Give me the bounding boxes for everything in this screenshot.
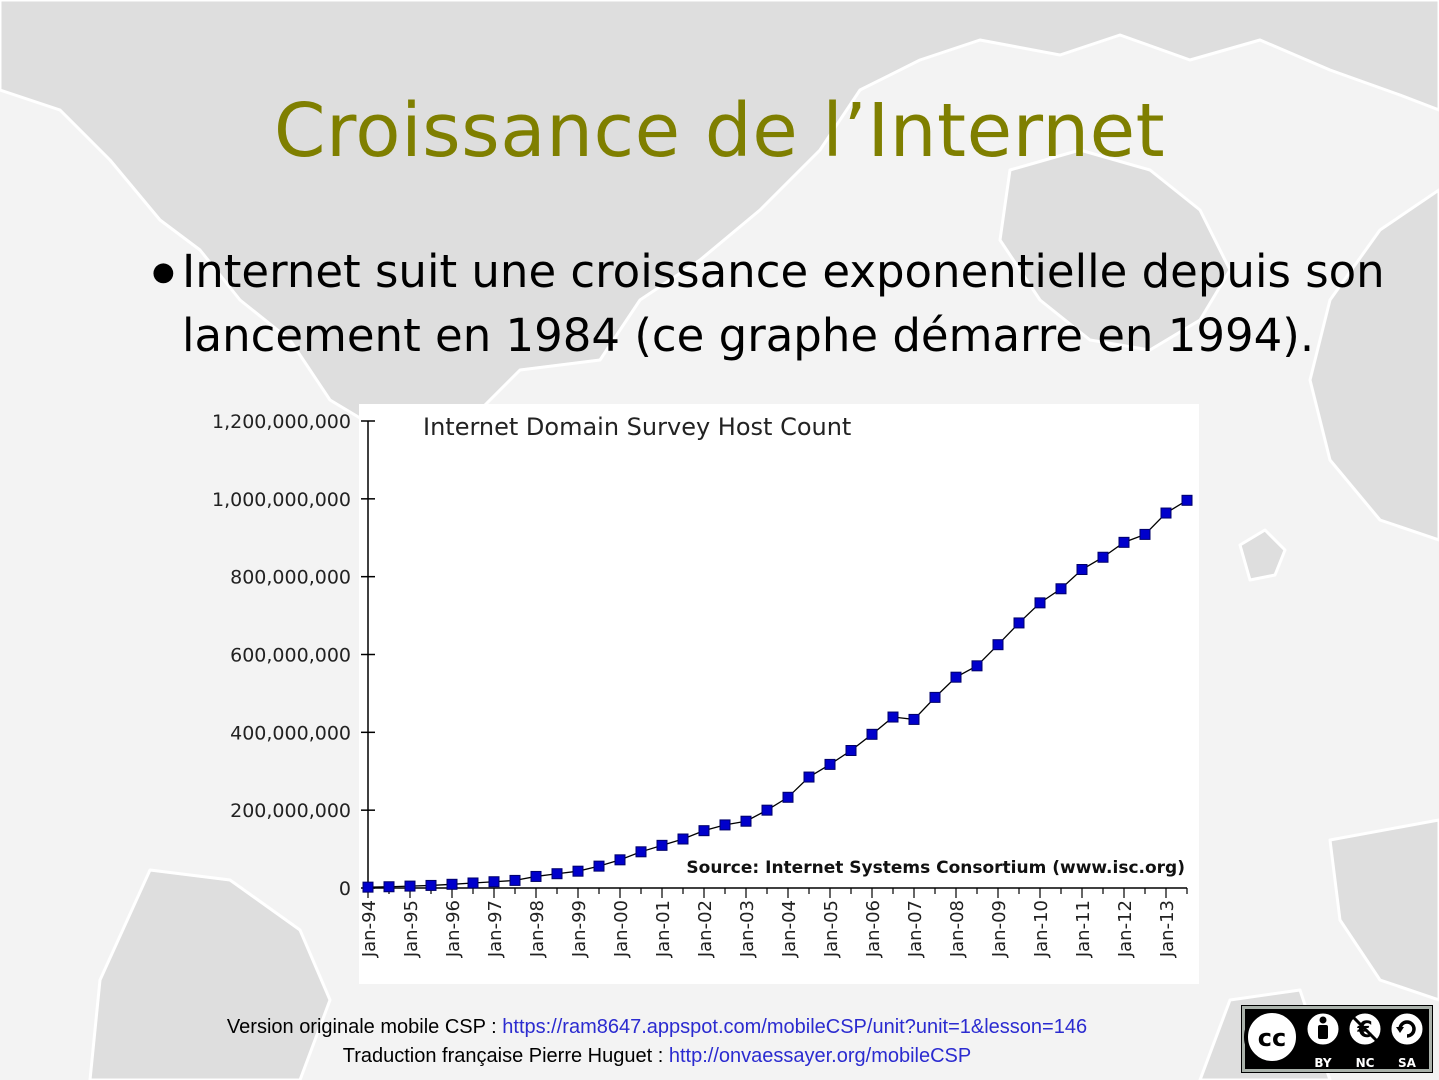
sharealike-icon (1388, 1010, 1426, 1048)
x-tick-label: Jan-98 (527, 900, 548, 958)
y-tick-label: 400,000,000 (230, 722, 351, 744)
data-point (719, 819, 731, 831)
x-tick-label: Jan-13 (1157, 900, 1178, 958)
data-point (740, 815, 752, 827)
y-tick-label: 0 (339, 878, 351, 900)
data-point (1055, 583, 1067, 595)
x-tick-label: Jan-96 (443, 900, 464, 958)
slide-title: Croissance de l’Internet (273, 88, 1166, 174)
data-point (425, 879, 437, 891)
data-point (1097, 551, 1109, 563)
x-tick-label: Jan-02 (695, 900, 716, 958)
data-point (362, 881, 374, 893)
data-point (614, 854, 626, 866)
cc-license-badge[interactable]: cc € BY NC SA (1241, 1005, 1433, 1073)
data-point (761, 804, 773, 816)
chart-title: Internet Domain Survey Host Count (423, 413, 851, 441)
license-label-by: BY (1314, 1056, 1331, 1070)
chart-source-annotation: Source: Internet Systems Consortium (www… (686, 858, 1185, 878)
data-point (1034, 597, 1046, 609)
footer-line-translation: Traduction française Pierre Huguet : htt… (0, 1042, 1314, 1071)
license-label-nc: NC (1356, 1056, 1375, 1070)
x-tick-label: Jan-94 (359, 900, 380, 958)
x-tick-label: Jan-03 (737, 900, 758, 958)
translation-link[interactable]: http://onvaessayer.org/mobileCSP (668, 1045, 972, 1067)
data-point (971, 660, 983, 672)
footer-original-label: Version originale mobile CSP : (226, 1016, 503, 1038)
original-source-link[interactable]: https://ram8647.appspot.com/mobileCSP/un… (502, 1016, 1088, 1038)
data-point (1013, 617, 1025, 629)
data-point (1181, 494, 1193, 506)
x-tick-label: Jan-09 (989, 900, 1010, 958)
bullet-text: Internet suit une croissance exponentiel… (182, 245, 1385, 362)
data-point (446, 878, 458, 890)
data-point (782, 791, 794, 803)
x-tick-label: Jan-00 (611, 900, 632, 958)
cc-logo-icon: cc (1244, 1009, 1300, 1065)
bullet-point: ● Internet suit une croissance exponenti… (152, 240, 1392, 368)
data-point (803, 771, 815, 783)
host-count-chart: Internet Domain Survey Host Count Source… (209, 404, 1199, 984)
data-point (551, 868, 563, 880)
data-point (866, 728, 878, 740)
data-point (488, 876, 500, 888)
chart-svg: Internet Domain Survey Host Count Source… (212, 404, 1199, 984)
y-tick-label: 800,000,000 (230, 567, 351, 589)
data-point (593, 860, 605, 872)
data-point (908, 713, 920, 725)
data-point (509, 874, 521, 886)
data-point (698, 825, 710, 837)
data-point (824, 758, 836, 770)
data-point (1118, 536, 1130, 548)
plot-background (359, 404, 1199, 984)
series-line (367, 499, 1188, 888)
data-point (656, 839, 668, 851)
data-point (467, 877, 479, 889)
data-point (1139, 528, 1151, 540)
data-point (677, 833, 689, 845)
data-point (404, 880, 416, 892)
x-tick-label: Jan-11 (1073, 900, 1094, 958)
footer-line-original: Version originale mobile CSP : https://r… (0, 1013, 1314, 1042)
x-tick-label: Jan-07 (905, 900, 926, 958)
data-point (530, 870, 542, 882)
x-tick-label: Jan-97 (485, 900, 506, 958)
footer-translation-label: Traduction française Pierre Huguet : (342, 1045, 669, 1067)
data-point (845, 745, 857, 757)
footer-credits: Version originale mobile CSP : https://r… (0, 1013, 1314, 1071)
x-tick-label: Jan-08 (947, 900, 968, 958)
bullet-dot-icon: ● (152, 257, 175, 287)
license-label-sa: SA (1398, 1056, 1417, 1070)
y-tick-label: 1,200,000,000 (212, 411, 351, 433)
data-point (887, 711, 899, 723)
attribution-icon (1304, 1010, 1342, 1048)
data-point (950, 671, 962, 683)
x-tick-label: Jan-95 (401, 900, 422, 958)
x-tick-label: Jan-01 (653, 900, 674, 958)
x-tick-label: Jan-10 (1031, 900, 1052, 958)
x-tick-label: Jan-04 (779, 900, 800, 958)
x-tick-label: Jan-06 (863, 900, 884, 958)
data-point (1160, 507, 1172, 519)
y-tick-label: 200,000,000 (230, 800, 351, 822)
x-tick-label: Jan-99 (569, 900, 590, 958)
data-point (635, 846, 647, 858)
data-point (929, 691, 941, 703)
x-tick-label: Jan-12 (1115, 900, 1136, 958)
cc-logo-text: cc (1258, 1024, 1286, 1052)
data-point (383, 881, 395, 893)
data-point (1076, 564, 1088, 576)
x-tick-label: Jan-05 (821, 900, 842, 958)
y-tick-label: 600,000,000 (230, 645, 351, 667)
y-tick-label: 1,000,000,000 (212, 489, 351, 511)
noncommercial-icon: € (1346, 1010, 1384, 1048)
data-point (572, 865, 584, 877)
data-point (992, 639, 1004, 651)
